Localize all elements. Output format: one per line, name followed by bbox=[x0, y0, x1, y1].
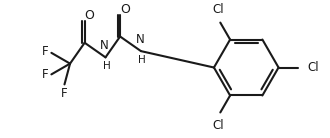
Text: O: O bbox=[120, 3, 130, 16]
Text: N: N bbox=[136, 33, 144, 46]
Text: F: F bbox=[61, 87, 68, 100]
Text: Cl: Cl bbox=[213, 119, 224, 132]
Text: F: F bbox=[42, 68, 49, 81]
Text: N: N bbox=[100, 39, 109, 52]
Text: F: F bbox=[42, 45, 49, 58]
Text: H: H bbox=[138, 55, 146, 65]
Text: O: O bbox=[84, 9, 94, 22]
Text: H: H bbox=[103, 61, 110, 71]
Text: Cl: Cl bbox=[307, 61, 318, 74]
Text: Cl: Cl bbox=[213, 3, 224, 16]
